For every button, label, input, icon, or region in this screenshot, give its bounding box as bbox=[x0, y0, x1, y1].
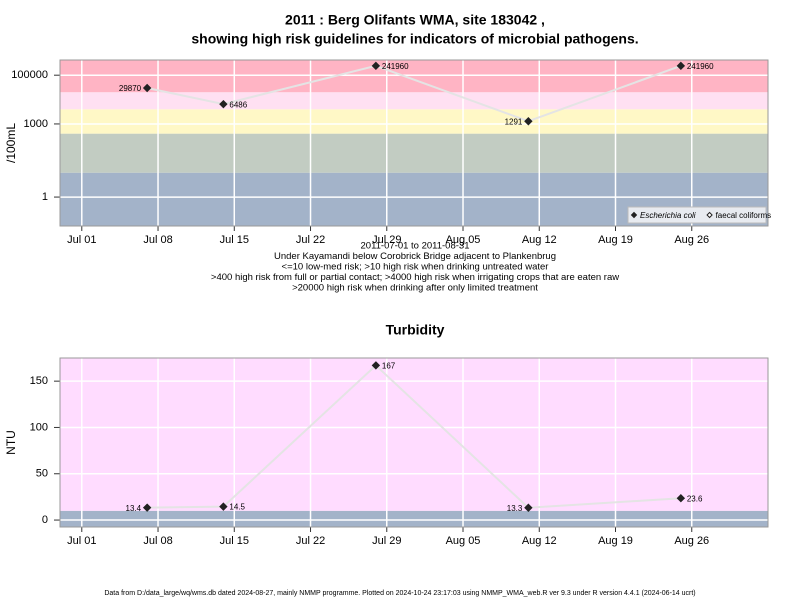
x-tick-label: Jul 29 bbox=[372, 234, 401, 246]
data-point bbox=[676, 61, 686, 71]
chart-title: showing high risk guidelines for indicat… bbox=[191, 31, 638, 47]
data-point bbox=[142, 83, 152, 93]
x-tick-label: Jul 08 bbox=[143, 234, 172, 246]
data-label: 241960 bbox=[382, 62, 409, 71]
x-tick-label: Jul 22 bbox=[296, 535, 325, 547]
legend-marker bbox=[630, 211, 638, 219]
x-tick-label: Aug 26 bbox=[674, 234, 709, 246]
data-point bbox=[524, 117, 533, 126]
data-point bbox=[219, 502, 228, 511]
data-point bbox=[371, 361, 381, 370]
x-tick-label: Jul 29 bbox=[372, 535, 401, 547]
caption-line: Under Kayamandi below Corobrick Bridge a… bbox=[274, 251, 556, 262]
y-axis-label: /100mL bbox=[4, 123, 18, 163]
y-tick-label: 100000 bbox=[11, 69, 48, 81]
risk-band bbox=[60, 60, 768, 93]
risk-band bbox=[60, 358, 768, 511]
y-tick-label: 100 bbox=[30, 421, 48, 433]
plot-frame bbox=[59, 59, 769, 227]
chart-title: 2011 : Berg Olifants WMA, site 183042 , bbox=[285, 12, 545, 28]
y-tick-label: 0 bbox=[42, 514, 48, 526]
y-tick-label: 1 bbox=[42, 191, 48, 203]
x-tick-label: Jul 01 bbox=[67, 535, 96, 547]
y-tick-label: 1000 bbox=[24, 118, 48, 130]
data-label: 241960 bbox=[687, 62, 714, 71]
chart-title: Turbidity bbox=[386, 322, 445, 338]
x-tick-label: Jul 22 bbox=[296, 234, 325, 246]
data-label: 167 bbox=[382, 362, 396, 371]
x-tick-label: Jul 08 bbox=[143, 535, 172, 547]
legend-box bbox=[627, 206, 767, 224]
risk-band bbox=[60, 133, 768, 173]
footer: Data from D:/data_large/wq/wms.db dated … bbox=[104, 590, 695, 597]
y-tick-label: 50 bbox=[36, 468, 48, 480]
x-tick-label: Jul 15 bbox=[220, 535, 249, 547]
x-tick-label: Jul 15 bbox=[220, 234, 249, 246]
data-point bbox=[142, 503, 152, 512]
legend-label: faecal coliforms bbox=[716, 211, 772, 220]
x-tick-label: Aug 19 bbox=[598, 234, 633, 246]
data-label: 13.4 bbox=[126, 504, 142, 513]
risk-band bbox=[60, 109, 768, 134]
x-tick-label: Aug 12 bbox=[522, 535, 557, 547]
y-axis-label: NTU bbox=[4, 430, 18, 455]
x-tick-label: Aug 19 bbox=[598, 535, 633, 547]
caption-line: >400 high risk from full or partial cont… bbox=[211, 272, 619, 283]
plot-frame bbox=[59, 357, 769, 528]
legend-marker bbox=[706, 211, 713, 219]
x-tick-label: Aug 05 bbox=[446, 234, 481, 246]
data-label: 13.3 bbox=[507, 504, 523, 513]
caption-line: >20000 high risk when drinking after onl… bbox=[292, 283, 538, 294]
risk-band bbox=[60, 510, 768, 527]
risk-band bbox=[60, 92, 768, 110]
y-tick-label: 150 bbox=[30, 375, 48, 387]
caption-line: <=10 low-med risk; >10 high risk when dr… bbox=[282, 262, 549, 273]
data-point bbox=[524, 503, 533, 512]
data-point bbox=[676, 493, 686, 503]
x-tick-label: Jul 01 bbox=[67, 234, 96, 246]
data-label: 23.6 bbox=[687, 494, 703, 503]
legend-label: Escherichia coli bbox=[640, 211, 696, 220]
data-point bbox=[219, 99, 228, 109]
data-point bbox=[371, 61, 381, 71]
x-tick-label: Aug 12 bbox=[522, 234, 557, 246]
caption-line: 2011-07-01 to 2011-08-31 bbox=[361, 241, 470, 252]
x-tick-label: Aug 05 bbox=[446, 535, 481, 547]
data-label: 14.5 bbox=[229, 503, 245, 512]
data-label: 29870 bbox=[119, 84, 142, 93]
data-label: 1291 bbox=[505, 117, 523, 126]
data-label: 6486 bbox=[229, 100, 247, 109]
x-tick-label: Aug 26 bbox=[674, 535, 709, 547]
